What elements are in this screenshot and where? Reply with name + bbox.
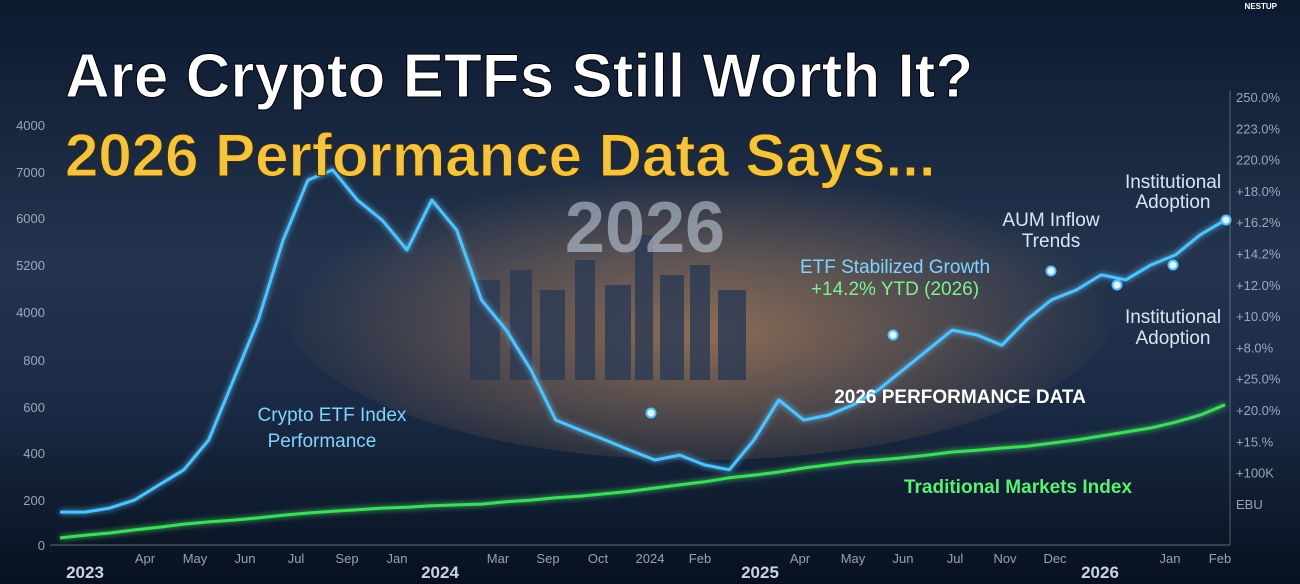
x-tick-label: Jun [893,551,914,566]
year-label: 2023 [66,563,104,582]
annotation: Adoption [1135,192,1210,213]
annotation: Traditional Markets Index [904,477,1132,498]
annotation: Crypto ETF Index [258,405,407,426]
y2-axis-label: 223.0% [1236,121,1281,136]
subtitle: 2026 Performance Data Says... [65,122,936,189]
y-axis-label: 800 [23,353,45,368]
y2-axis-label: +100K [1236,466,1274,481]
plot: 4000 7000 6000 5200 4000 800 600 400 200 0 250.0% 2… [16,90,1281,582]
x-tick-label: Jul [947,551,964,566]
x-tick-label: Apr [790,551,811,566]
annotation: Adoption [1135,328,1210,349]
annotation: Institutional [1125,307,1221,328]
marker-dot [1045,265,1057,277]
y2-axis-label: 220.0% [1236,153,1281,168]
marker-dot [1220,214,1232,226]
y2-axis-label: +18.0% [1236,184,1281,199]
annotation: Institutional [1125,172,1221,193]
marker-dot [1111,279,1123,291]
y2-axis-label: +14.2% [1236,247,1281,262]
annotation: AUM Inflow [1002,210,1099,231]
marker-dot [887,329,899,341]
y2-axis-label: EBU [1236,497,1263,512]
x-tick-label: Dec [1043,551,1067,566]
y-axis-label: 600 [23,400,45,415]
y2-axis-label: +20.0% [1236,403,1281,418]
watermark: 2026 [565,188,725,268]
annotation: ETF Stabilized Growth [800,257,990,278]
marker-dot [645,407,657,419]
x-tick-label: Sep [335,551,358,566]
y2-axis-label: +10.0% [1236,309,1281,324]
x-tick-label: Jul [288,551,305,566]
annotation: +14.2% YTD (2026) [811,279,979,300]
x-tick-label: May [841,551,866,566]
x-tick-label: Mar [487,551,510,566]
x-tick-label: Apr [135,551,156,566]
y-axis-label: 5200 [16,258,45,273]
x-tick-label: Feb [689,551,711,566]
y-axis-label: 4000 [16,118,45,133]
y2-axis-label: +16.2% [1236,215,1281,230]
x-tick-label: Jun [235,551,256,566]
marker-dot [1167,259,1179,271]
skyline [470,235,746,380]
y-axis-label: 7000 [16,165,45,180]
x-tick-label: Jan [387,551,408,566]
y2-axis-label: +15.% [1236,434,1274,449]
y-axis-label: 6000 [16,211,45,226]
annotation: Performance [268,431,377,452]
year-label: 2025 [741,563,779,582]
y2-axis-label: +8.0% [1236,340,1274,355]
x-tick-label: 2024 [636,551,665,566]
title: Are Crypto ETFs Still Worth It? [65,42,973,111]
y-axis-label: 200 [23,493,45,508]
annotation: 2026 PERFORMANCE DATA [834,387,1086,408]
y-axis-label: 4000 [16,305,45,320]
series-line [59,403,1226,540]
annotation: Trends [1022,231,1080,252]
x-tick-label: May [183,551,208,566]
y2-axis-label: +12.0% [1236,278,1281,293]
year-label: 2026 [1081,563,1119,582]
x-tick-label: Jan [1160,551,1181,566]
year-label: 2024 [421,563,459,582]
x-tick-label: Nov [993,551,1017,566]
x-tick-label: Feb [1209,551,1231,566]
x-tick-label: Oct [588,551,609,566]
y-axis-label: 400 [23,446,45,461]
x-tick-label: Sep [536,551,559,566]
y2-axis-label: 250.0% [1236,90,1281,105]
series-line [60,168,1226,514]
brand: NESTUP [1245,2,1278,11]
y-axis-label: 0 [38,538,45,553]
y2-axis-label: +25.0% [1236,372,1281,387]
